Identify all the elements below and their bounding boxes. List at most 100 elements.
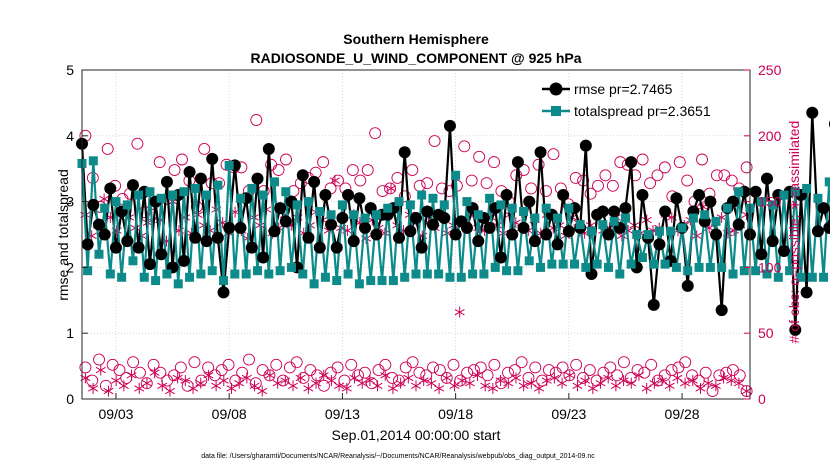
obs-assimilated-marker [534,382,545,394]
obs-possible-marker [195,374,208,387]
obs-possible-marker [467,364,480,376]
totalspread-point [400,272,410,282]
obs-possible-marker [297,371,310,384]
rmse-point [155,248,168,261]
obs-assimilated-marker [264,369,275,381]
obs-possible-marker [540,185,552,198]
rmse-point [302,231,315,244]
totalspread-point [615,269,625,279]
rmse-point [421,205,434,218]
obs-assimilated-marker [95,364,106,376]
rmse-point [523,195,536,208]
obs-possible-marker [113,364,126,376]
obs-possible-marker [710,169,723,182]
rmse-point [319,189,332,202]
star-stroke [703,380,714,387]
rmse-point [755,248,768,261]
y-right-tick-label: 250 [758,62,782,78]
obs-assimilated-marker [426,377,437,389]
totalspread-point [252,266,262,276]
star-stroke [434,385,445,392]
rmse-point [619,202,632,215]
obs-assimilated-marker [572,380,583,392]
star-stroke [616,232,627,239]
obs-possible-marker [465,174,478,187]
totalspread-point [298,269,308,279]
obs-assimilated-marker [180,375,191,387]
x-tick-label: 09/08 [212,406,247,422]
totalspread-point [332,276,342,286]
star-stroke [454,308,465,316]
totalspread-point [643,230,653,239]
rmse-point [472,235,485,248]
rmse-point [608,205,621,218]
obs-possible-marker [556,361,569,374]
obs-possible-marker [176,153,188,166]
obs-assimilated-marker [633,369,644,381]
rmse-point [257,251,270,264]
obs-possible-marker [458,140,471,153]
rmse-point [670,192,683,205]
rmse-point [160,175,173,188]
totalspread-point [360,213,370,223]
star-stroke [349,374,360,382]
totalspread-point [530,213,540,223]
totalspread-point [524,256,534,266]
obs-assimilated-marker [618,375,629,387]
rmse-point [823,221,830,234]
totalspread-point [785,266,795,276]
rmse-point [540,228,553,241]
totalspread-point [241,269,251,279]
obs-possible-marker [361,164,374,176]
obs-possible-marker [133,366,146,379]
star-stroke [510,374,521,382]
obs-possible-marker [525,182,538,195]
rmse-point [517,221,530,234]
star-stroke [418,377,429,384]
plot-border [81,69,751,400]
y-tick-label: 3 [66,194,74,210]
totalspread-point [502,266,512,276]
rmse-point [126,179,139,192]
totalspread-point [496,200,506,210]
obs-possible-marker [740,161,753,174]
totalspread-point [705,262,715,272]
rmse-point [398,146,411,159]
obs-possible-marker [447,358,460,371]
star-stroke [295,374,306,382]
totalspread-point [728,269,738,279]
rmse-point [336,212,349,225]
totalspread-point [264,269,274,279]
rmse-point [681,279,694,292]
totalspread-point [105,269,115,279]
rmse-point [87,198,100,211]
totalspread-point [790,187,800,197]
obs-possible-marker [420,369,433,382]
star-stroke [226,385,237,392]
star-stroke [518,382,529,390]
obs-possible-marker [406,356,419,369]
obs-possible-marker [681,174,694,187]
rmse-point [251,172,264,185]
totalspread-point [586,226,596,236]
obs-possible-marker [427,361,439,374]
obs-possible-marker [645,358,658,371]
obs-possible-marker [583,364,596,376]
obs-assimilated-marker [557,377,568,389]
totalspread-point [649,259,659,269]
totalspread-point [275,266,285,276]
star-stroke [149,369,160,376]
totalspread-point [541,203,551,213]
star-stroke [380,372,391,379]
totalspread-point [762,269,772,279]
obs-assimilated-marker [454,306,465,318]
star-stroke [172,374,183,382]
obs-assimilated-marker [726,375,737,387]
obs-assimilated-marker [226,382,237,394]
star-stroke [672,374,683,382]
rmse-point [92,218,105,231]
star-stroke [241,374,252,382]
obs-assimilated-marker [641,382,652,394]
totalspread-point [303,197,313,207]
